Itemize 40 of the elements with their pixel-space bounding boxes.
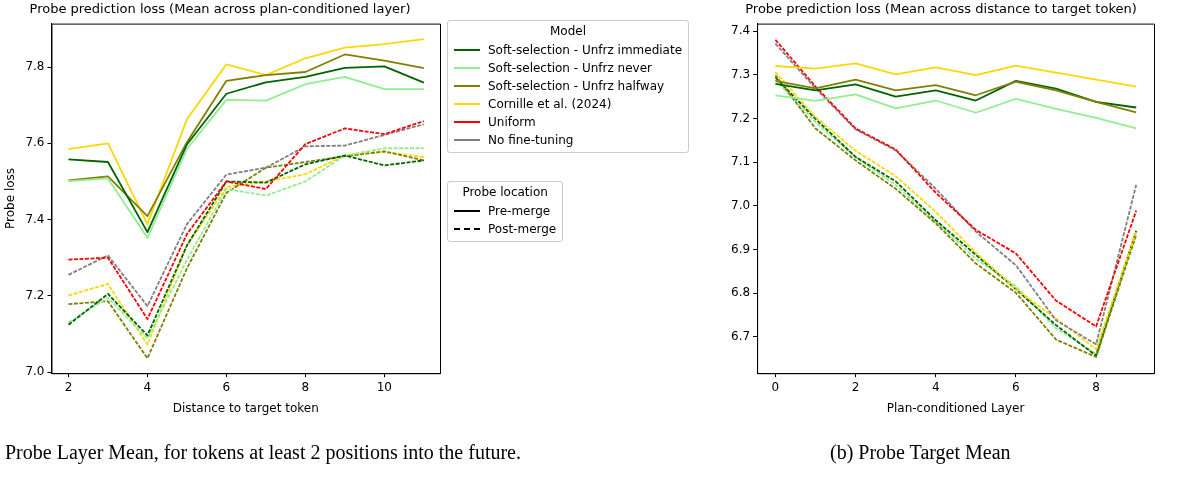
legend-label: Soft-selection - Unfrz halfway xyxy=(488,78,665,93)
text: Post-merge xyxy=(488,221,557,236)
y-tick-label: 7.0 xyxy=(25,364,45,379)
x-tick-label: 0 xyxy=(771,379,780,394)
y-tick-label: 7.2 xyxy=(25,287,45,302)
y-tick-label: 6.7 xyxy=(730,329,751,344)
chart-title: Probe prediction loss (Mean across distance to target token) xyxy=(745,1,1137,17)
chart-title: Probe prediction loss (Mean across plan-conditioned layer) xyxy=(29,1,411,17)
y-tick-label: 7.0 xyxy=(730,197,751,212)
text: Pre-merge xyxy=(488,203,551,218)
x-tick-label: 6 xyxy=(1012,379,1020,394)
y-axis-title: Probe loss xyxy=(3,167,18,229)
text: Probe Layer Mean, for tokens at least 2 positions into the future. xyxy=(5,441,521,464)
y-tick-label: 7.4 xyxy=(25,211,45,226)
y-tick-label: 7.8 xyxy=(25,59,45,74)
legend-label: Cornille et al. (2024) xyxy=(488,96,612,111)
y-tick-label: 7.2 xyxy=(730,110,751,125)
text: (b) Probe Target Mean xyxy=(830,441,1011,464)
x-tick-label: 6 xyxy=(222,379,231,394)
text: Probe location xyxy=(461,184,549,199)
legend-label: Uniform xyxy=(488,114,536,129)
x-tick-label: 8 xyxy=(1092,379,1100,394)
x-axis-title: Distance to target token xyxy=(172,400,319,415)
legend-label: Soft-selection - Unfrz immediate xyxy=(488,42,683,57)
x-tick-label: 4 xyxy=(931,379,940,394)
x-axis-title: Plan-conditioned Layer xyxy=(886,400,1025,415)
x-tick-label: 2 xyxy=(851,379,860,394)
y-tick-label: 6.9 xyxy=(730,241,751,256)
y-tick-label: 7.1 xyxy=(730,154,751,169)
y-tick-label: 7.4 xyxy=(730,23,751,38)
x-tick-label: 8 xyxy=(301,379,310,394)
y-tick-label: 6.8 xyxy=(730,285,751,300)
legend-title: Model xyxy=(549,23,588,38)
y-tick-label: 7.3 xyxy=(730,66,751,81)
legend-label: Soft-selection - Unfrz never xyxy=(488,60,652,75)
legend-label: No fine-tuning xyxy=(488,132,574,147)
y-tick-label: 7.6 xyxy=(25,135,45,150)
x-tick-label: 10 xyxy=(376,379,392,394)
x-tick-label: 4 xyxy=(143,379,152,394)
x-tick-label: 2 xyxy=(64,379,73,394)
